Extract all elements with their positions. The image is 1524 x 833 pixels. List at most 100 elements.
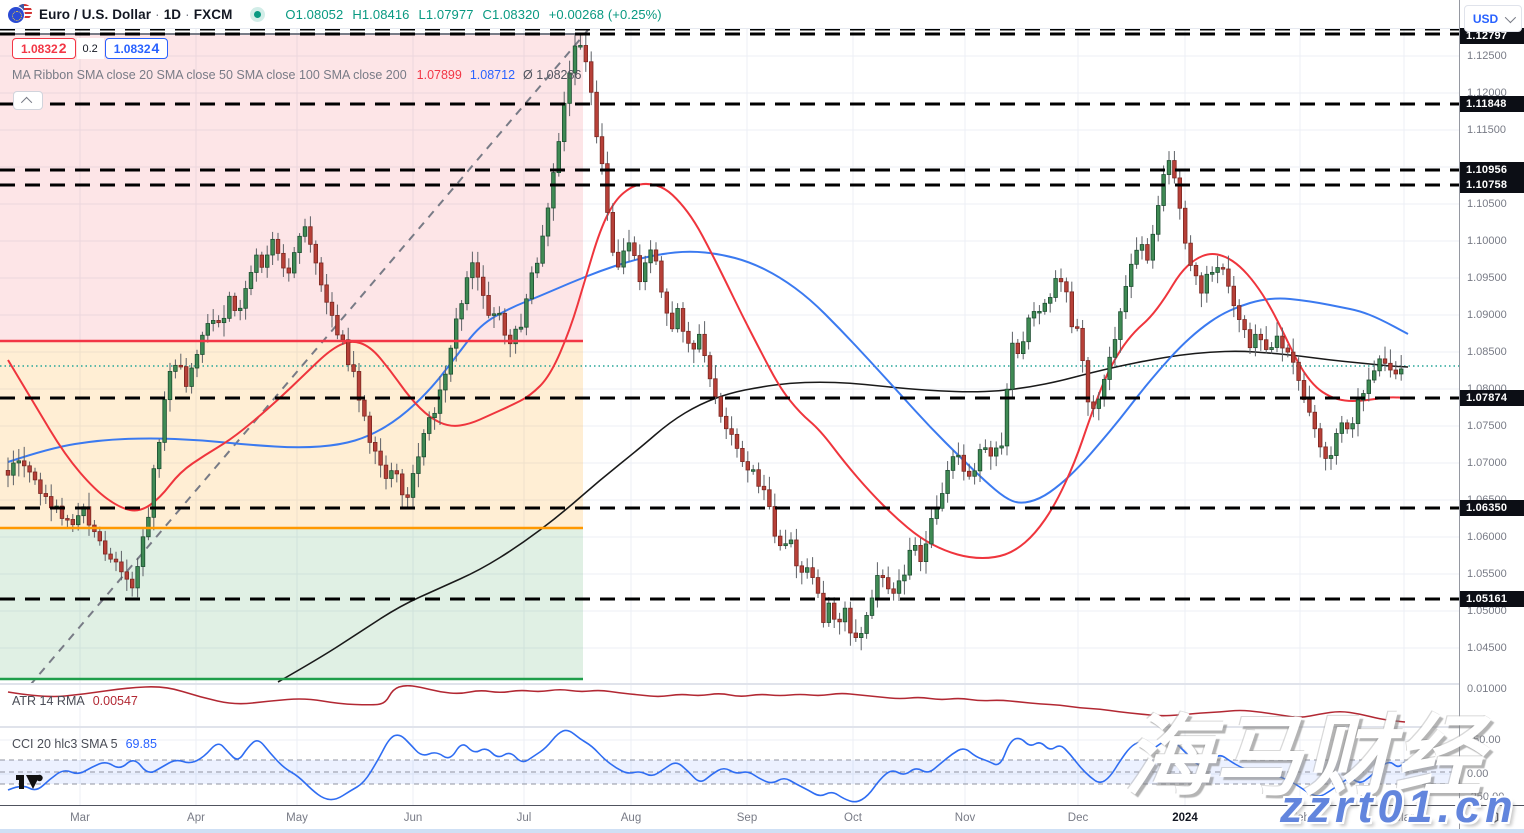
candle xyxy=(1004,383,1010,456)
candle xyxy=(551,163,556,221)
candles-layer[interactable] xyxy=(5,32,1404,651)
candle xyxy=(940,482,945,512)
candle xyxy=(961,444,966,481)
candle xyxy=(794,528,799,579)
candle xyxy=(1010,331,1015,400)
candle xyxy=(529,266,534,305)
candle xyxy=(761,474,767,501)
exchange-label[interactable]: FXCM xyxy=(193,6,233,22)
candle xyxy=(1139,236,1145,260)
price-zones-layer xyxy=(0,34,583,679)
zone-lines-layer xyxy=(0,33,583,681)
candle xyxy=(621,238,626,275)
candle xyxy=(1280,327,1285,362)
candle xyxy=(648,240,653,274)
candle xyxy=(237,299,243,321)
legend-collapse-button[interactable] xyxy=(13,91,43,110)
tradingview-logo[interactable] xyxy=(16,773,46,791)
candle xyxy=(1355,388,1361,437)
candle xyxy=(1188,235,1193,272)
buy-price: 1.0832 xyxy=(113,41,151,56)
candle xyxy=(1339,415,1344,443)
candle xyxy=(1080,320,1085,373)
candle xyxy=(108,547,113,563)
buy-button[interactable]: 1.0832 4 xyxy=(104,38,169,59)
candle xyxy=(918,537,923,572)
price-tick: 1.07000 xyxy=(1467,457,1507,469)
candle xyxy=(767,476,772,510)
candle xyxy=(394,463,399,483)
cci-label: CCI 20 hlc3 SMA 5 xyxy=(12,737,118,751)
price-tick: 250.00 xyxy=(1467,734,1501,746)
currency-dropdown[interactable]: USD xyxy=(1464,5,1522,32)
candle xyxy=(707,351,713,387)
candle xyxy=(140,527,146,577)
candle xyxy=(653,242,659,265)
axis-settings-gear-icon[interactable] xyxy=(1484,809,1500,825)
candle xyxy=(1328,446,1334,470)
candle xyxy=(173,359,178,379)
currency-label: USD xyxy=(1472,11,1499,26)
candle xyxy=(356,363,362,413)
candle xyxy=(464,271,470,311)
price-axis[interactable]: USD 1.12500 1.12000 1.11500 1.10500 1.10000 1… xyxy=(1459,0,1524,805)
interval-label[interactable]: 1D xyxy=(163,6,182,22)
price-level-badge: 1.10956 xyxy=(1460,162,1524,178)
atr-legend[interactable]: ATR 14 RMA 0.00547 xyxy=(12,694,138,708)
candle xyxy=(691,340,696,364)
price-level-badge: 1.07874 xyxy=(1460,390,1524,406)
symbol-pair-icon xyxy=(8,4,32,24)
price-tick: 1.12500 xyxy=(1467,50,1507,62)
candle xyxy=(880,569,885,588)
symbol-title[interactable]: Euro / U.S. Dollar · 1D · FXCM xyxy=(39,7,232,22)
time-label: Jul xyxy=(516,812,532,824)
candle xyxy=(459,300,464,331)
time-axis[interactable]: Mar Apr May Jun Jul Aug Sep Oct Nov Dec 2024 Feb Mar xyxy=(0,805,1524,830)
key-levels-layer[interactable] xyxy=(0,28,1459,601)
cci-legend[interactable]: CCI 20 hlc3 SMA 5 69.85 xyxy=(12,737,157,751)
sell-button[interactable]: 1.0832 2 xyxy=(12,38,76,59)
candle xyxy=(864,612,869,639)
candle xyxy=(1291,338,1296,375)
cci-pane-layer[interactable] xyxy=(0,729,1459,803)
ma-ribbon-legend[interactable]: MA Ribbon SMA close 20 SMA close 50 SMA … xyxy=(12,68,581,82)
candle xyxy=(1037,305,1042,325)
candle xyxy=(243,280,248,320)
candle xyxy=(16,448,21,477)
candle xyxy=(351,351,356,378)
candle xyxy=(248,265,254,296)
candle xyxy=(1226,255,1231,294)
pane-separator-atr[interactable] xyxy=(0,683,1524,685)
candle xyxy=(610,203,615,257)
price-level-badge: 1.10758 xyxy=(1460,177,1524,193)
candle xyxy=(950,450,956,479)
moving-averages-layer xyxy=(7,182,1409,683)
candle xyxy=(670,301,675,332)
trendline-drawing[interactable] xyxy=(20,29,589,697)
candle xyxy=(194,349,200,378)
candle xyxy=(1345,419,1350,434)
atr-pane-layer[interactable] xyxy=(7,684,1406,723)
candle xyxy=(227,291,232,322)
candle xyxy=(718,392,723,423)
ma-ribbon-label: MA Ribbon SMA close 20 SMA close 50 SMA … xyxy=(12,68,407,82)
candle xyxy=(994,441,999,467)
atr-label: ATR 14 RMA xyxy=(12,694,85,708)
candle xyxy=(1274,322,1280,353)
candle xyxy=(103,530,108,561)
close-value: C1.08320 xyxy=(482,6,540,22)
price-level-badge: 1.05161 xyxy=(1460,591,1524,607)
candle xyxy=(1210,266,1215,282)
open-value: O1.08052 xyxy=(285,6,344,22)
chart-canvas[interactable] xyxy=(0,0,1459,805)
spread-value: 0.2 xyxy=(76,38,104,59)
candle xyxy=(1382,346,1388,372)
candle xyxy=(221,305,227,337)
change-value: +0.00268 (+0.25%) xyxy=(548,6,662,22)
candle xyxy=(308,216,313,253)
candle xyxy=(805,558,810,579)
candle xyxy=(1183,200,1188,250)
pane-separator-cci[interactable] xyxy=(0,726,1524,728)
symbol-name[interactable]: Euro / U.S. Dollar xyxy=(39,6,152,22)
candle xyxy=(869,589,875,619)
